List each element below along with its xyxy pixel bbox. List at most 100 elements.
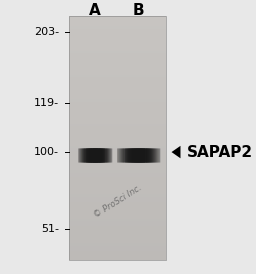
Bar xyxy=(69,68,166,70)
Bar xyxy=(69,177,166,180)
Bar xyxy=(69,170,166,173)
Bar xyxy=(69,236,166,238)
Bar xyxy=(69,109,166,112)
Bar xyxy=(69,63,166,65)
Bar xyxy=(69,136,166,138)
Bar xyxy=(69,187,166,190)
Bar xyxy=(69,250,166,253)
Bar xyxy=(69,173,166,175)
Bar xyxy=(69,53,166,55)
Bar xyxy=(69,92,166,95)
Bar xyxy=(69,29,166,31)
Bar xyxy=(69,33,166,36)
Bar xyxy=(69,102,166,104)
Bar xyxy=(69,60,166,63)
Bar xyxy=(69,126,166,129)
Bar xyxy=(69,155,166,158)
Bar xyxy=(69,31,166,33)
Bar xyxy=(69,160,166,163)
Bar xyxy=(69,212,166,214)
Bar xyxy=(69,41,166,43)
Bar xyxy=(69,253,166,255)
Bar xyxy=(69,197,166,199)
Bar xyxy=(69,182,166,185)
Bar xyxy=(69,75,166,77)
Bar xyxy=(69,90,166,92)
Bar xyxy=(69,16,166,19)
Bar xyxy=(69,116,166,119)
Bar xyxy=(69,175,166,177)
Bar xyxy=(69,202,166,204)
Bar xyxy=(69,233,166,236)
Bar xyxy=(69,163,166,165)
Text: A: A xyxy=(89,4,101,18)
Bar xyxy=(69,114,166,116)
Bar xyxy=(69,219,166,221)
Bar xyxy=(69,248,166,250)
Bar xyxy=(69,226,166,229)
Bar xyxy=(69,146,166,148)
Bar xyxy=(69,16,166,260)
Bar xyxy=(69,70,166,73)
Text: 119-: 119- xyxy=(34,98,59,108)
Bar xyxy=(69,99,166,102)
Bar xyxy=(69,168,166,170)
Bar xyxy=(69,97,166,99)
Text: 100-: 100- xyxy=(34,147,59,157)
Text: 203-: 203- xyxy=(34,27,59,36)
Bar xyxy=(69,129,166,131)
Bar xyxy=(69,124,166,126)
Bar xyxy=(69,180,166,182)
Bar xyxy=(69,24,166,26)
Bar xyxy=(69,21,166,24)
Bar xyxy=(69,87,166,90)
Bar xyxy=(69,207,166,209)
Bar xyxy=(69,19,166,21)
Bar xyxy=(69,73,166,75)
Bar xyxy=(69,214,166,216)
Bar xyxy=(69,104,166,107)
Bar xyxy=(69,224,166,226)
Bar xyxy=(69,95,166,97)
Bar xyxy=(69,85,166,87)
Bar xyxy=(69,51,166,53)
Bar xyxy=(69,121,166,124)
Bar xyxy=(69,43,166,46)
Bar xyxy=(69,131,166,133)
Bar xyxy=(69,231,166,233)
Bar xyxy=(69,65,166,68)
Bar xyxy=(69,241,166,243)
Bar xyxy=(69,165,166,168)
Bar xyxy=(69,243,166,246)
Polygon shape xyxy=(172,146,180,158)
Bar xyxy=(69,255,166,258)
Bar xyxy=(69,82,166,85)
Text: B: B xyxy=(132,4,144,18)
Bar xyxy=(69,112,166,114)
Bar xyxy=(69,209,166,212)
Bar xyxy=(69,216,166,219)
Bar xyxy=(69,48,166,51)
Bar xyxy=(69,138,166,141)
Bar xyxy=(69,151,166,153)
Bar xyxy=(69,107,166,109)
Bar xyxy=(69,26,166,29)
Bar xyxy=(69,133,166,136)
Bar xyxy=(69,221,166,224)
Bar xyxy=(69,36,166,38)
Bar xyxy=(69,38,166,41)
Bar xyxy=(69,77,166,80)
Bar xyxy=(69,143,166,146)
Bar xyxy=(69,80,166,82)
Bar xyxy=(69,141,166,143)
Bar xyxy=(69,190,166,192)
Bar xyxy=(69,119,166,121)
Bar xyxy=(69,148,166,151)
Bar xyxy=(69,192,166,195)
Bar xyxy=(69,204,166,207)
Bar xyxy=(69,195,166,197)
Bar xyxy=(69,258,166,260)
Text: 51-: 51- xyxy=(41,224,59,234)
Bar xyxy=(69,238,166,241)
Bar xyxy=(69,153,166,155)
